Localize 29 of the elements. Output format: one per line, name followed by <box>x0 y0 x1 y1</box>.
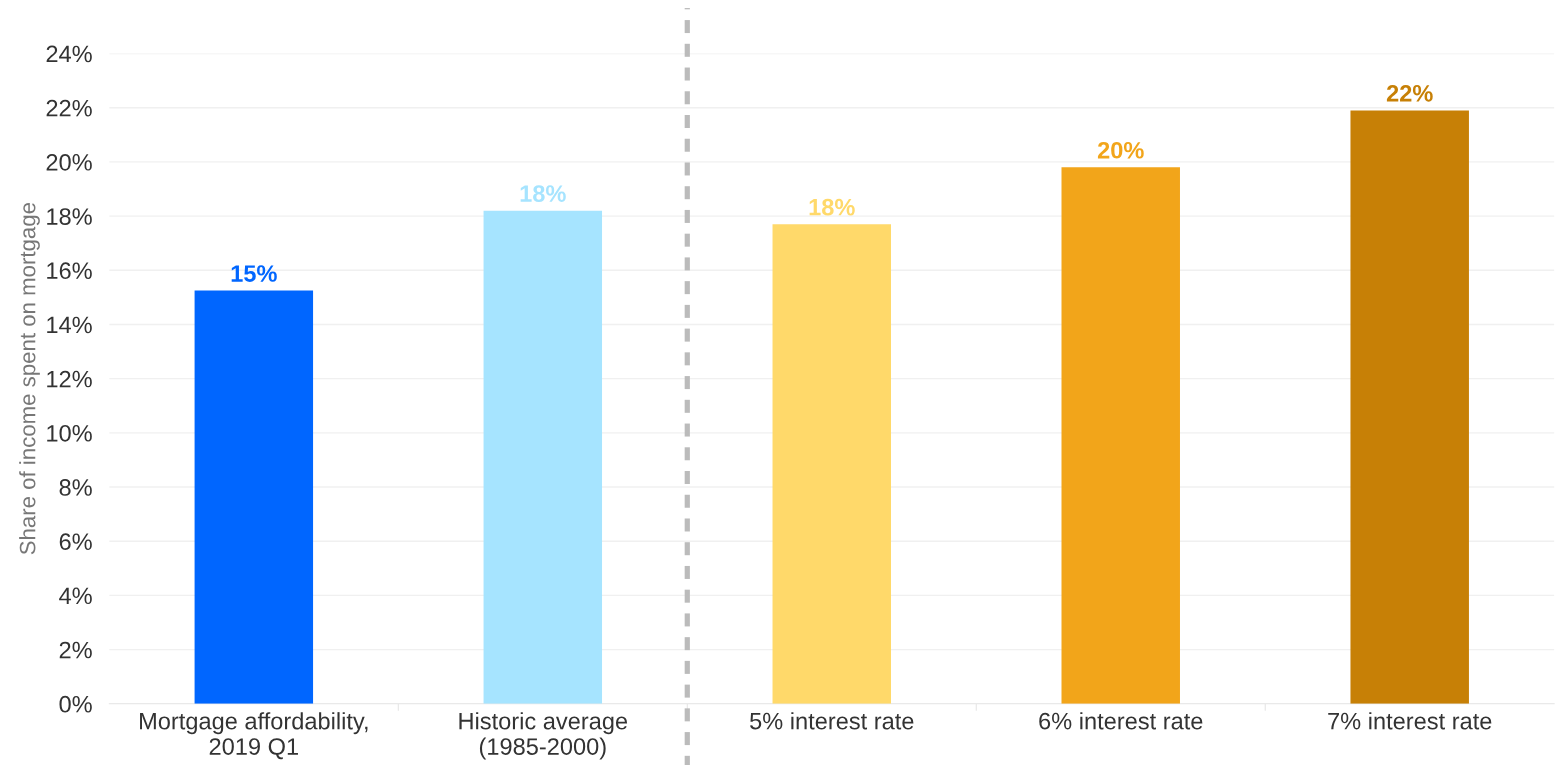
x-tick-label: Mortgage affordability, 2019 Q1 <box>140 712 368 760</box>
y-tick-label: 16% <box>47 262 92 280</box>
y-tick-label: 8% <box>59 479 92 496</box>
x-tick-label: Historic average (1985-2000) <box>459 712 628 760</box>
x-tick-label: 7% interest rate <box>1328 712 1492 730</box>
y-tick-label: 24% <box>46 45 92 63</box>
y-tick-label: 20% <box>46 153 92 171</box>
data-label: 22% <box>1386 85 1433 102</box>
bar <box>1350 110 1469 704</box>
y-tick-label: 18% <box>47 208 92 225</box>
y-tick-label: 22% <box>46 99 92 117</box>
data-label: 18% <box>809 198 855 216</box>
bar <box>194 290 314 704</box>
y-tick-label: 2% <box>59 641 92 659</box>
data-label: 18% <box>520 185 566 202</box>
bar <box>1061 167 1180 704</box>
y-tick-label: 0% <box>59 695 92 713</box>
bar <box>483 210 603 704</box>
bar <box>772 224 891 704</box>
y-tick-label: 10% <box>47 424 92 442</box>
y-tick-label: 14% <box>47 316 92 334</box>
x-tick-label: 6% interest rate <box>1039 712 1203 730</box>
y-tick-label: 6% <box>59 533 92 551</box>
x-tick-label: 5% interest rate <box>750 712 914 730</box>
y-axis-title: Share of income spent on mortgage <box>19 203 40 555</box>
y-tick-label: 12% <box>47 370 92 388</box>
y-tick-label: 4% <box>59 587 92 605</box>
data-label: 15% <box>231 265 277 282</box>
data-label: 20% <box>1097 141 1144 159</box>
